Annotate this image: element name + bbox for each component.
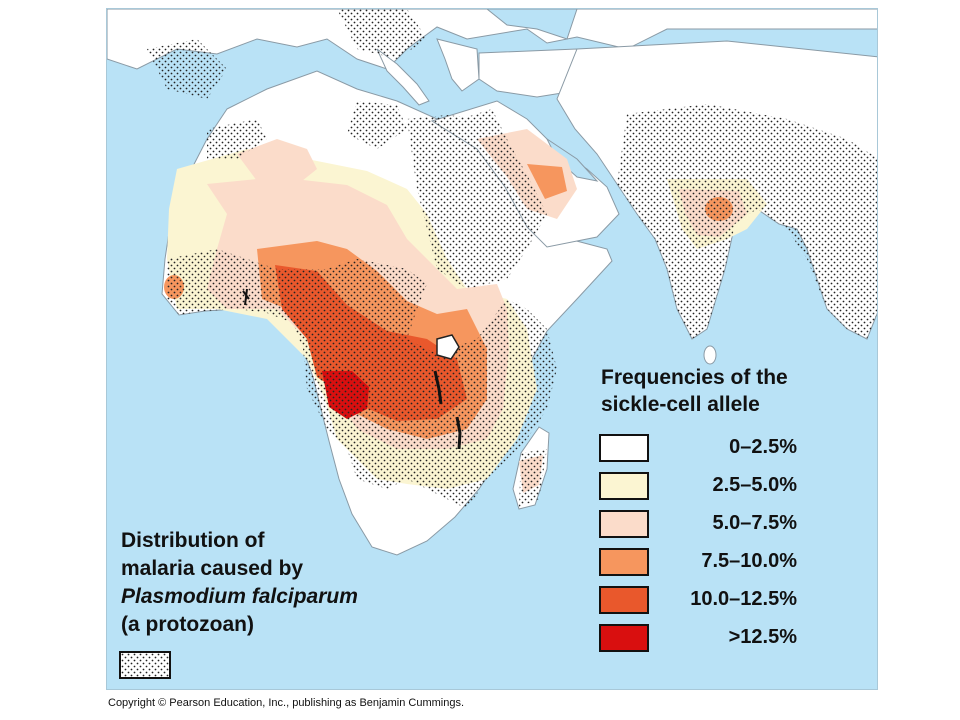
legend-swatch: [599, 586, 649, 614]
legend-title-line2: sickle-cell allele: [601, 393, 760, 416]
malaria-swatch: [119, 651, 171, 679]
malaria-line1: Distribution of: [121, 529, 265, 552]
caspian-sea: [486, 9, 578, 40]
sri-lanka: [703, 345, 717, 365]
legend-title-line1: Frequencies of the: [601, 366, 788, 389]
map-figure: Frequencies of the sickle-cell allele 0–…: [106, 8, 878, 690]
legend-label: 0–2.5%: [729, 436, 797, 458]
legend-item: 5.0–7.5%: [599, 510, 859, 540]
malaria-line2: malaria caused by: [121, 557, 304, 580]
legend-swatch: [599, 510, 649, 538]
italy-landmass: [376, 48, 430, 106]
legend-swatch: [599, 548, 649, 576]
legend-title: Frequencies of the sickle-cell allele: [601, 364, 871, 418]
legend-label: 2.5–5.0%: [712, 474, 797, 496]
legend-label: 7.5–10.0%: [701, 550, 797, 572]
map-canvas: [107, 9, 877, 556]
lake-malawi: [455, 416, 462, 450]
legend-item: 2.5–5.0%: [599, 472, 859, 502]
legend-label: 10.0–12.5%: [690, 588, 797, 610]
legend-swatch: [599, 624, 649, 652]
legend-swatch: [599, 472, 649, 500]
legend-swatch: [599, 434, 649, 462]
legend-label: >12.5%: [728, 626, 797, 648]
legend-item: 0–2.5%: [599, 434, 859, 464]
balkans-landmass: [436, 38, 480, 92]
malaria-line3: Plasmodium falciparum: [121, 585, 358, 608]
copyright-text: Copyright © Pearson Education, Inc., pub…: [108, 697, 465, 709]
malaria-legend-title: Distribution of malaria caused by Plasmo…: [121, 527, 391, 639]
lake-tanganyika: [433, 370, 443, 405]
lake-volta: [242, 288, 250, 306]
lake-victoria: [436, 334, 460, 360]
legend-item: 7.5–10.0%: [599, 548, 859, 578]
legend-item: >12.5%: [599, 624, 859, 654]
legend-label: 5.0–7.5%: [712, 512, 797, 534]
malaria-line4: (a protozoan): [121, 613, 254, 636]
legend-item: 10.0–12.5%: [599, 586, 859, 616]
